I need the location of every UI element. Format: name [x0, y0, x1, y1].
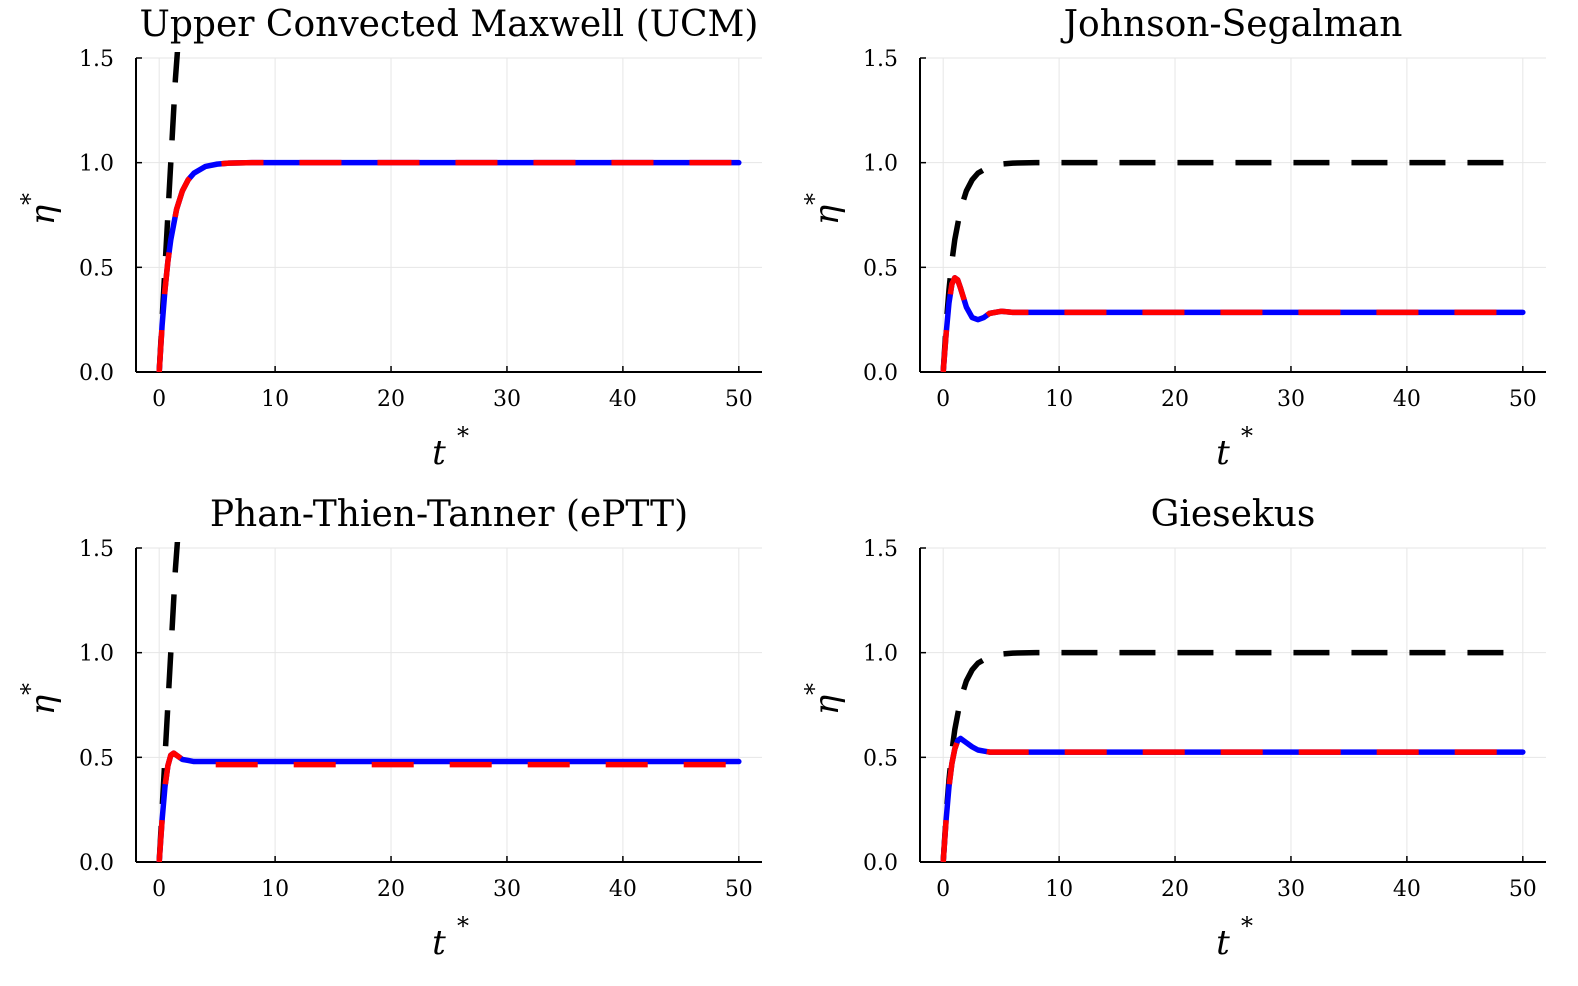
series-line-blue-solid — [156, 750, 742, 862]
x-tick-label: 30 — [1277, 387, 1305, 412]
y-tick-label: 1.5 — [79, 47, 114, 72]
x-tick-label: 10 — [261, 877, 289, 902]
x-axis-label-superscript: * — [457, 422, 469, 450]
y-tick-label: 1.5 — [863, 47, 898, 72]
x-tick-label: 20 — [377, 387, 405, 412]
series-group — [940, 159, 1526, 372]
y-tick-label: 1.0 — [79, 642, 114, 667]
y-axis-label-superscript: * — [16, 683, 44, 695]
series-line-red-dashed — [940, 735, 1523, 862]
x-tick-label: 30 — [493, 877, 521, 902]
chart-title: Upper Convected Maxwell (UCM) — [140, 4, 759, 45]
x-tick-label: 20 — [377, 877, 405, 902]
x-axis-label: t — [1216, 923, 1230, 963]
x-tick-label: 40 — [609, 877, 637, 902]
x-tick-label: 50 — [1509, 877, 1537, 902]
x-axis-label: t — [1216, 433, 1230, 473]
y-axis-label-superscript: * — [800, 193, 828, 205]
y-tick-label: 1.0 — [863, 642, 898, 667]
y-tick-label: 0.5 — [79, 746, 114, 771]
y-axis-label: η — [807, 694, 847, 715]
x-tick-label: 10 — [1045, 877, 1073, 902]
y-axis-label: η — [23, 694, 63, 715]
x-tick-label: 30 — [1277, 877, 1305, 902]
y-tick-label: 1.0 — [863, 152, 898, 177]
x-axis-label-superscript: * — [1241, 912, 1253, 940]
x-tick-label: 20 — [1161, 387, 1189, 412]
x-tick-label: 10 — [1045, 387, 1073, 412]
x-tick-label: 30 — [493, 387, 521, 412]
x-tick-label: 0 — [936, 387, 950, 412]
chart-title: Phan-Thien-Tanner (ePTT) — [210, 494, 688, 535]
series-group — [940, 649, 1526, 862]
chart-panel-2: 0 10 20 30 40 50 0.0 0.5 1.0 1.5 Johnson-Segalman t… — [800, 4, 1546, 473]
y-tick-label: 0.0 — [863, 851, 898, 876]
y-tick-label: 0.0 — [863, 361, 898, 386]
x-axis-label-superscript: * — [1241, 422, 1253, 450]
x-axis-label-superscript: * — [457, 912, 469, 940]
x-tick-label: 0 — [152, 877, 166, 902]
y-tick-label: 1.0 — [79, 152, 114, 177]
x-tick-label: 10 — [261, 387, 289, 412]
x-tick-label: 50 — [725, 877, 753, 902]
y-tick-label: 0.5 — [863, 746, 898, 771]
chart-title: Johnson-Segalman — [1060, 4, 1403, 45]
chart-panel-1: 0 10 20 30 40 50 0.0 0.5 1.0 1.5 Upper Convected M… — [16, 4, 762, 473]
y-tick-label: 0.5 — [863, 256, 898, 281]
chart-title: Giesekus — [1151, 494, 1316, 535]
y-tick-label: 1.5 — [79, 537, 114, 562]
series-line-red-dashed — [156, 159, 739, 372]
x-tick-label: 20 — [1161, 877, 1189, 902]
x-tick-label: 40 — [1393, 877, 1421, 902]
y-axis-label-superscript: * — [16, 193, 44, 205]
x-axis-label: t — [432, 923, 446, 963]
x-axis-label: t — [432, 433, 446, 473]
series-group — [156, 542, 742, 862]
series-group — [156, 52, 742, 372]
series-line-blue-solid — [940, 275, 1526, 372]
x-tick-label: 50 — [1509, 387, 1537, 412]
x-tick-label: 0 — [936, 877, 950, 902]
y-tick-label: 0.5 — [79, 256, 114, 281]
y-axis-label: η — [807, 204, 847, 225]
series-line-red-dashed — [156, 750, 739, 862]
chart-panel-3: 0 10 20 30 40 50 0.0 0.5 1.0 1.5 Phan-Thien-Tanner… — [16, 494, 762, 963]
y-tick-label: 0.0 — [79, 851, 114, 876]
y-tick-label: 0.0 — [79, 361, 114, 386]
y-axis-label-superscript: * — [800, 683, 828, 695]
series-line-red-dashed — [940, 275, 1523, 372]
x-tick-label: 40 — [1393, 387, 1421, 412]
x-tick-label: 40 — [609, 387, 637, 412]
x-tick-label: 50 — [725, 387, 753, 412]
y-tick-label: 1.5 — [863, 537, 898, 562]
y-axis-label: η — [23, 204, 63, 225]
x-tick-label: 0 — [152, 387, 166, 412]
